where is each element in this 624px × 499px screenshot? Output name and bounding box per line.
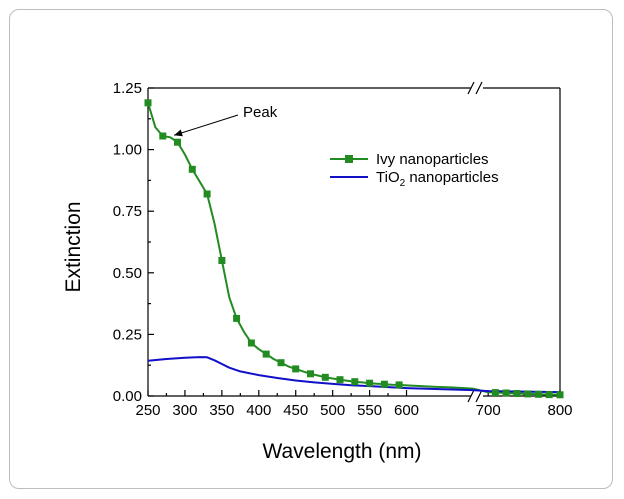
- peak-label: Peak: [243, 104, 278, 121]
- legend-tio2-label-rest: nanoparticles: [405, 169, 498, 186]
- peak-annotation: Peak: [174, 104, 278, 137]
- y-tick-label: 1.00: [113, 142, 142, 159]
- series-layer: [147, 102, 561, 396]
- y-axis-title: Extinction: [62, 201, 85, 292]
- y-tick-label: 0.75: [113, 203, 142, 220]
- peak-arrow: [174, 114, 239, 136]
- legend-tio2-label-main: TiO: [376, 169, 400, 186]
- axis-break-mark-bottom-1: [475, 389, 483, 403]
- series-ivy-point: [513, 390, 521, 397]
- series-ivy-point: [502, 389, 510, 397]
- x-tick-label: 400: [246, 402, 271, 419]
- markers-layer: [144, 99, 564, 399]
- x-tick-label: 700: [476, 402, 501, 419]
- x-tick-label: 500: [320, 402, 345, 419]
- figure-frame: [9, 9, 613, 489]
- labels-layer: 0.00 0.25 0.50 0.75 1.00 1.25 250 300 350 400 450 5…: [113, 80, 573, 419]
- series-ivy-point: [351, 378, 359, 386]
- x-tick-label: 550: [357, 402, 382, 419]
- series-ivy-point: [395, 381, 403, 389]
- legend: Ivy nanoparticles TiO2 nanoparticles: [330, 151, 499, 189]
- y-tick-label: 0.25: [113, 326, 142, 343]
- series-ivy-point: [159, 132, 167, 140]
- x-tick-label: 250: [135, 402, 160, 419]
- peak-arrow-head: [174, 129, 183, 137]
- axis-break-mark-bottom-0: [467, 389, 475, 403]
- series-ivy-point: [188, 165, 196, 173]
- x-tick-label: 350: [209, 402, 234, 419]
- series-ivy-point: [545, 391, 553, 399]
- y-tick-label: 0.00: [113, 388, 142, 405]
- series-ivy-point: [556, 391, 564, 399]
- series-ivy-point: [307, 370, 314, 378]
- x-tick-label: 600: [394, 402, 419, 419]
- legend-ivy-label: Ivy nanoparticles: [376, 151, 489, 168]
- series-ivy-point: [144, 99, 152, 107]
- series-ivy-point: [233, 314, 241, 322]
- legend-ivy-marker: [345, 155, 353, 163]
- series-ivy-point: [218, 257, 226, 264]
- x-tick-label: 300: [172, 402, 197, 419]
- series-ivy-point: [366, 379, 374, 387]
- series-ivy-point: [535, 390, 542, 398]
- series-ivy-point: [321, 373, 329, 381]
- series-ivy-point: [174, 138, 181, 146]
- series-ivy-point: [524, 390, 532, 398]
- series-ivy-point: [247, 339, 255, 347]
- series-ivy-point: [292, 365, 300, 373]
- series-ivy-point: [380, 380, 388, 388]
- series-ivy-point: [277, 359, 285, 367]
- legend-tio2-subscript: 2: [400, 178, 406, 189]
- chart-axes: [147, 81, 561, 403]
- series-ivy-point: [491, 389, 499, 397]
- x-axis-title: Wavelength (nm): [262, 440, 421, 463]
- x-tick-label: 800: [547, 402, 572, 419]
- y-tick-label: 0.50: [113, 265, 142, 282]
- x-tick-label: 450: [283, 402, 308, 419]
- axis-break-mark-top-0: [467, 81, 475, 95]
- legend-tio2-label: TiO2 nanoparticles: [376, 169, 499, 189]
- y-tick-label: 1.25: [113, 80, 142, 97]
- series-ivy-point: [336, 376, 344, 384]
- series-ivy-line-segment-1: [147, 102, 474, 390]
- series-ivy-point: [262, 350, 270, 358]
- axis-break-mark-top-1: [475, 81, 483, 95]
- series-ivy-point: [203, 190, 211, 198]
